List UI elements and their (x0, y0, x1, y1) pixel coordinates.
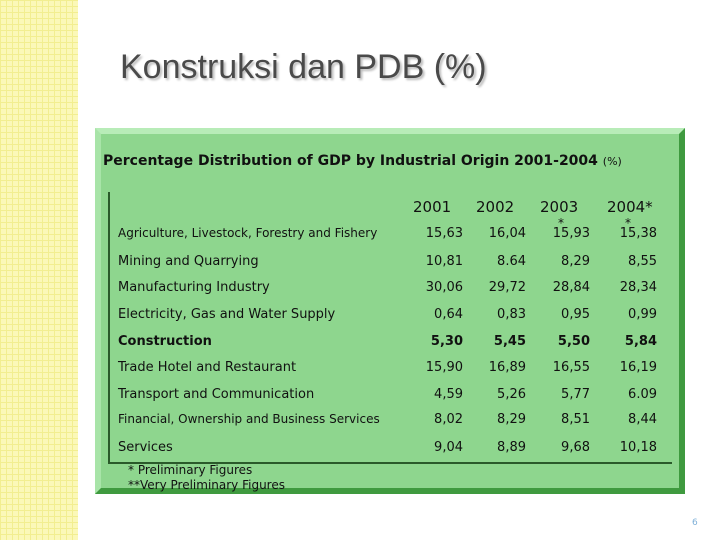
table-cell: 9,68 (561, 440, 590, 455)
table-cell: 16,89 (488, 360, 526, 375)
table-cell: 5,50 (557, 334, 590, 349)
header-note: * (625, 216, 631, 230)
table-cell: 16,55 (552, 360, 590, 375)
table-cell: 5,45 (493, 334, 526, 349)
table-cell: 28,34 (619, 280, 657, 295)
table-cell: 8,29 (497, 412, 526, 427)
table-cell: 15,38 (619, 226, 657, 241)
table-unit: (%) (602, 155, 622, 168)
table-cell: 28,84 (552, 280, 590, 295)
table-cell: 9,04 (434, 440, 463, 455)
table-cell: 8.64 (497, 254, 526, 269)
table-panel (95, 128, 685, 494)
table-cell: 0,99 (628, 307, 657, 322)
row-label: Trade Hotel and Restaurant (118, 360, 297, 375)
table-cell: 30,06 (425, 280, 463, 295)
table-title-text: Percentage Distribution of GDP by Indust… (103, 153, 598, 169)
table-cell: 16,04 (488, 226, 526, 241)
table-cell: 4,59 (434, 387, 463, 402)
row-label: Transport and Communication (118, 387, 315, 402)
table-cell: 15,63 (425, 226, 463, 241)
table-cell: 5,84 (624, 334, 657, 349)
table-cell: 8,51 (561, 412, 590, 427)
table-cell: 10,18 (619, 440, 657, 455)
table-cell: 8,29 (561, 254, 590, 269)
slide-title: Konstruksi dan PDB (%) (120, 48, 487, 86)
table-cell: 6.09 (628, 387, 657, 402)
page-number: 6 (692, 518, 698, 528)
table-cell: 0,95 (561, 307, 590, 322)
table-cell: 16,19 (619, 360, 657, 375)
table-cell: 10,81 (425, 254, 463, 269)
header-note: * (558, 216, 564, 230)
row-label: Financial, Ownership and Business Servic… (118, 412, 380, 426)
row-label: Services (118, 440, 173, 455)
table-cell: 8,02 (434, 412, 463, 427)
column-header: 2003 (540, 198, 579, 216)
table-cell: 0,64 (434, 307, 463, 322)
column-header: 2001 (413, 198, 452, 216)
table-cell: 15,93 (552, 226, 590, 241)
footnote: * Preliminary Figures (128, 463, 253, 477)
column-header: 2004* (607, 198, 653, 216)
row-label: Agriculture, Livestock, Forestry and Fis… (118, 226, 378, 240)
row-label: Manufacturing Industry (118, 280, 270, 295)
table-cell: 29,72 (488, 280, 526, 295)
row-label: Mining and Quarrying (118, 254, 259, 269)
table-cell: 8,89 (497, 440, 526, 455)
table-cell: 0,83 (497, 307, 526, 322)
row-label: Construction (118, 334, 212, 349)
footnote: **Very Preliminary Figures (128, 478, 285, 492)
table-cell: 5,30 (430, 334, 463, 349)
table-frame (108, 192, 672, 464)
row-label: Electricity, Gas and Water Supply (118, 307, 336, 322)
table-cell: 5,26 (497, 387, 526, 402)
table-cell: 15,90 (425, 360, 463, 375)
column-header: 2002 (476, 198, 515, 216)
decor-stripe (0, 0, 78, 540)
table-title: Percentage Distribution of GDP by Indust… (103, 153, 622, 169)
table-cell: 8,44 (628, 412, 657, 427)
table-cell: 5,77 (561, 387, 590, 402)
table-cell: 8,55 (628, 254, 657, 269)
